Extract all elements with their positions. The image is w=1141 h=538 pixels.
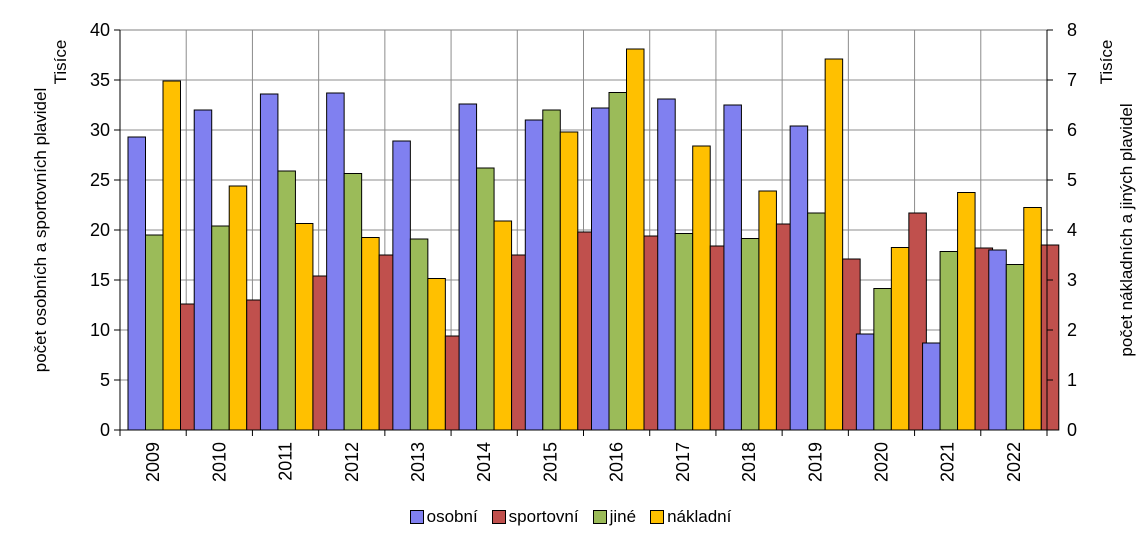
y-left-tick-label: 15 xyxy=(90,270,110,290)
y-right-tick-label: 6 xyxy=(1067,120,1077,140)
y-left-axis-title-unit: Tisíce xyxy=(51,40,70,85)
x-tick-label: 2009 xyxy=(143,442,163,482)
legend-label: osobní xyxy=(426,507,478,526)
legend-label: sportovní xyxy=(508,507,579,526)
x-tick-label: 2010 xyxy=(209,442,229,482)
y-left-tick-label: 20 xyxy=(90,220,110,240)
bar-sportovn-2022 xyxy=(1040,244,1060,431)
bar-nkladn-2022 xyxy=(1023,207,1042,431)
y-right-tick-label: 7 xyxy=(1067,70,1077,90)
x-tick-label: 2017 xyxy=(673,442,693,482)
legend-item: osobní xyxy=(409,507,478,527)
y-right-tick-label: 8 xyxy=(1067,20,1077,40)
legend-label: jiné xyxy=(609,507,637,526)
legend-swatch xyxy=(650,510,665,524)
bar-nkladn-2021 xyxy=(957,192,976,431)
y-right-axis-title: počet nákladních a jiných plavidel xyxy=(1117,103,1136,356)
bar-nkladn-2020 xyxy=(890,247,910,431)
bar-jin-2012 xyxy=(343,173,363,431)
y-right-axis-title-unit: Tisíce xyxy=(1097,40,1116,85)
bar-nkladn-2011 xyxy=(294,223,314,431)
y-right-tick-label: 0 xyxy=(1067,420,1077,440)
bar-nkladn-2019 xyxy=(824,58,844,431)
bar-nkladn-2013 xyxy=(427,278,446,431)
bar-osobn-2009 xyxy=(127,136,146,431)
bar-jin-2019 xyxy=(807,212,826,431)
y-right-tick-label: 1 xyxy=(1067,370,1077,390)
y-left-tick-label: 10 xyxy=(90,320,110,340)
y-left-tick-label: 5 xyxy=(100,370,110,390)
bar-osobn-2014 xyxy=(458,103,478,431)
bar-osobn-2010 xyxy=(193,109,213,431)
y-right-tick-label: 3 xyxy=(1067,270,1077,290)
x-tick-label: 2022 xyxy=(1004,442,1024,482)
bar-jin-2022 xyxy=(1005,264,1025,431)
bar-jin-2017 xyxy=(674,233,694,431)
y-left-tick-label: 40 xyxy=(90,20,110,40)
bar-jin-2020 xyxy=(873,288,892,431)
y-left-tick-label: 30 xyxy=(90,120,110,140)
x-tick-label: 2013 xyxy=(408,442,428,482)
legend-item: jiné xyxy=(592,507,637,527)
bar-jin-2010 xyxy=(211,225,230,431)
bar-nkladn-2015 xyxy=(559,131,579,431)
bar-nkladn-2014 xyxy=(493,220,513,431)
bar-osobn-2019 xyxy=(789,125,809,431)
bar-nkladn-2016 xyxy=(626,48,645,431)
legend-label: nákladní xyxy=(667,507,732,526)
legend-item: nákladní xyxy=(650,507,731,527)
x-tick-label: 2021 xyxy=(938,442,958,482)
y-right-tick-label: 5 xyxy=(1067,170,1077,190)
bar-osobn-2018 xyxy=(723,104,742,431)
y-left-tick-label: 0 xyxy=(100,420,110,440)
bar-osobn-2020 xyxy=(855,333,875,431)
x-tick-label: 2018 xyxy=(739,442,759,482)
x-tick-label: 2020 xyxy=(871,442,891,482)
legend-swatch xyxy=(491,510,506,524)
legend: osobní sportovní jiné nákladní xyxy=(0,507,1141,527)
x-tick-label: 2016 xyxy=(607,442,627,482)
bar-osobn-2017 xyxy=(657,98,676,431)
x-tick-label: 2019 xyxy=(805,442,825,482)
bar-osobn-2016 xyxy=(591,107,610,431)
y-left-tick-label: 35 xyxy=(90,70,110,90)
bar-jin-2021 xyxy=(939,251,959,431)
bar-nkladn-2018 xyxy=(758,190,777,431)
bar-osobn-2012 xyxy=(326,92,345,431)
bar-jin-2015 xyxy=(542,109,561,431)
x-tick-label: 2011 xyxy=(276,442,296,481)
bar-jin-2018 xyxy=(740,238,760,431)
legend-swatch xyxy=(409,510,424,524)
x-tick-label: 2014 xyxy=(474,442,494,482)
y-right-tick-label: 4 xyxy=(1067,220,1077,240)
y-right-tick-label: 2 xyxy=(1067,320,1077,340)
bar-osobn-2022 xyxy=(988,249,1007,431)
legend-item: sportovní xyxy=(491,507,579,527)
bar-nkladn-2012 xyxy=(361,237,380,431)
bar-nkladn-2010 xyxy=(228,185,248,431)
bar-osobn-2011 xyxy=(259,93,279,431)
x-tick-label: 2015 xyxy=(540,442,560,482)
bar-jin-2014 xyxy=(476,167,495,431)
bar-chart: 0 5 10 15 20 25 30 35 40 0 1 2 3 4 5 6 7 8 2009 2010 2011 201… xyxy=(31,20,1136,482)
x-tick-label: 2012 xyxy=(342,442,362,482)
bar-jin-2016 xyxy=(608,92,627,431)
bar-nkladn-2009 xyxy=(162,80,181,431)
legend-swatch xyxy=(592,510,607,524)
bar-osobn-2015 xyxy=(524,119,544,431)
bar-osobn-2021 xyxy=(922,342,941,431)
bar-jin-2013 xyxy=(409,238,429,431)
bar-jin-2009 xyxy=(145,234,164,431)
y-left-tick-label: 25 xyxy=(90,170,110,190)
bar-nkladn-2017 xyxy=(692,145,711,431)
y-left-axis-title: počet osobních a sportovních plavidel xyxy=(31,88,50,372)
bar-osobn-2013 xyxy=(392,140,411,431)
bar-jin-2011 xyxy=(277,170,296,431)
